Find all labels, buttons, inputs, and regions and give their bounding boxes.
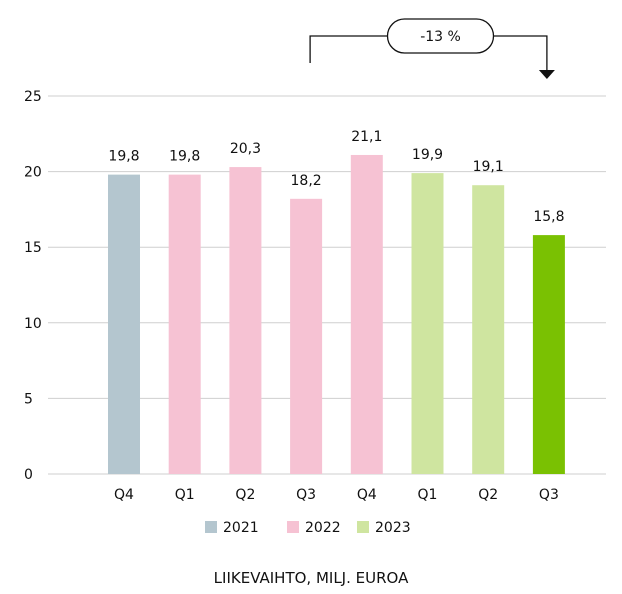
bar xyxy=(168,174,201,474)
bar xyxy=(290,198,323,475)
bar xyxy=(108,174,140,474)
arrow-down-icon xyxy=(538,70,555,79)
bar xyxy=(532,235,565,474)
bar xyxy=(229,167,262,474)
annotation-connector xyxy=(493,35,548,70)
annotation-connector xyxy=(309,35,388,63)
bar-value-label: 19,9 xyxy=(412,147,443,163)
legend-swatch xyxy=(205,521,217,533)
x-tick-label: Q4 xyxy=(114,487,134,503)
bar-value-label: 18,2 xyxy=(291,173,322,189)
bar xyxy=(472,185,505,474)
x-tick-label: Q2 xyxy=(478,487,498,503)
y-tick-label: 15 xyxy=(24,240,42,256)
x-tick-label: Q4 xyxy=(357,487,377,503)
x-tick-label: Q1 xyxy=(418,487,438,503)
bar xyxy=(411,173,444,474)
chart-title: LIIKEVAIHTO, MILJ. EUROA xyxy=(214,569,409,587)
y-tick-label: 5 xyxy=(24,391,33,407)
legend-label: 2022 xyxy=(305,520,341,536)
y-tick-label: 0 xyxy=(24,467,33,483)
legend-swatch xyxy=(357,521,369,533)
bar-value-label: 19,8 xyxy=(169,149,200,165)
y-tick-label: 10 xyxy=(24,316,42,332)
annotation-label: -13 % xyxy=(420,29,461,45)
bar-value-label: 21,1 xyxy=(351,129,382,145)
legend-label: 2023 xyxy=(375,520,411,536)
y-tick-label: 20 xyxy=(24,165,42,181)
legend-label: 2021 xyxy=(223,520,259,536)
bar-value-label: 19,1 xyxy=(473,159,504,175)
x-tick-label: Q3 xyxy=(539,487,559,503)
legend-swatch xyxy=(287,521,299,533)
bar-value-label: 15,8 xyxy=(533,209,564,225)
x-tick-label: Q2 xyxy=(235,487,255,503)
x-tick-label: Q3 xyxy=(296,487,316,503)
y-tick-label: 25 xyxy=(24,89,42,105)
x-tick-label: Q1 xyxy=(175,487,195,503)
annotation-box xyxy=(386,18,495,54)
bar-value-label: 20,3 xyxy=(230,141,261,157)
bar xyxy=(350,154,383,474)
bar-value-label: 19,8 xyxy=(108,149,139,165)
